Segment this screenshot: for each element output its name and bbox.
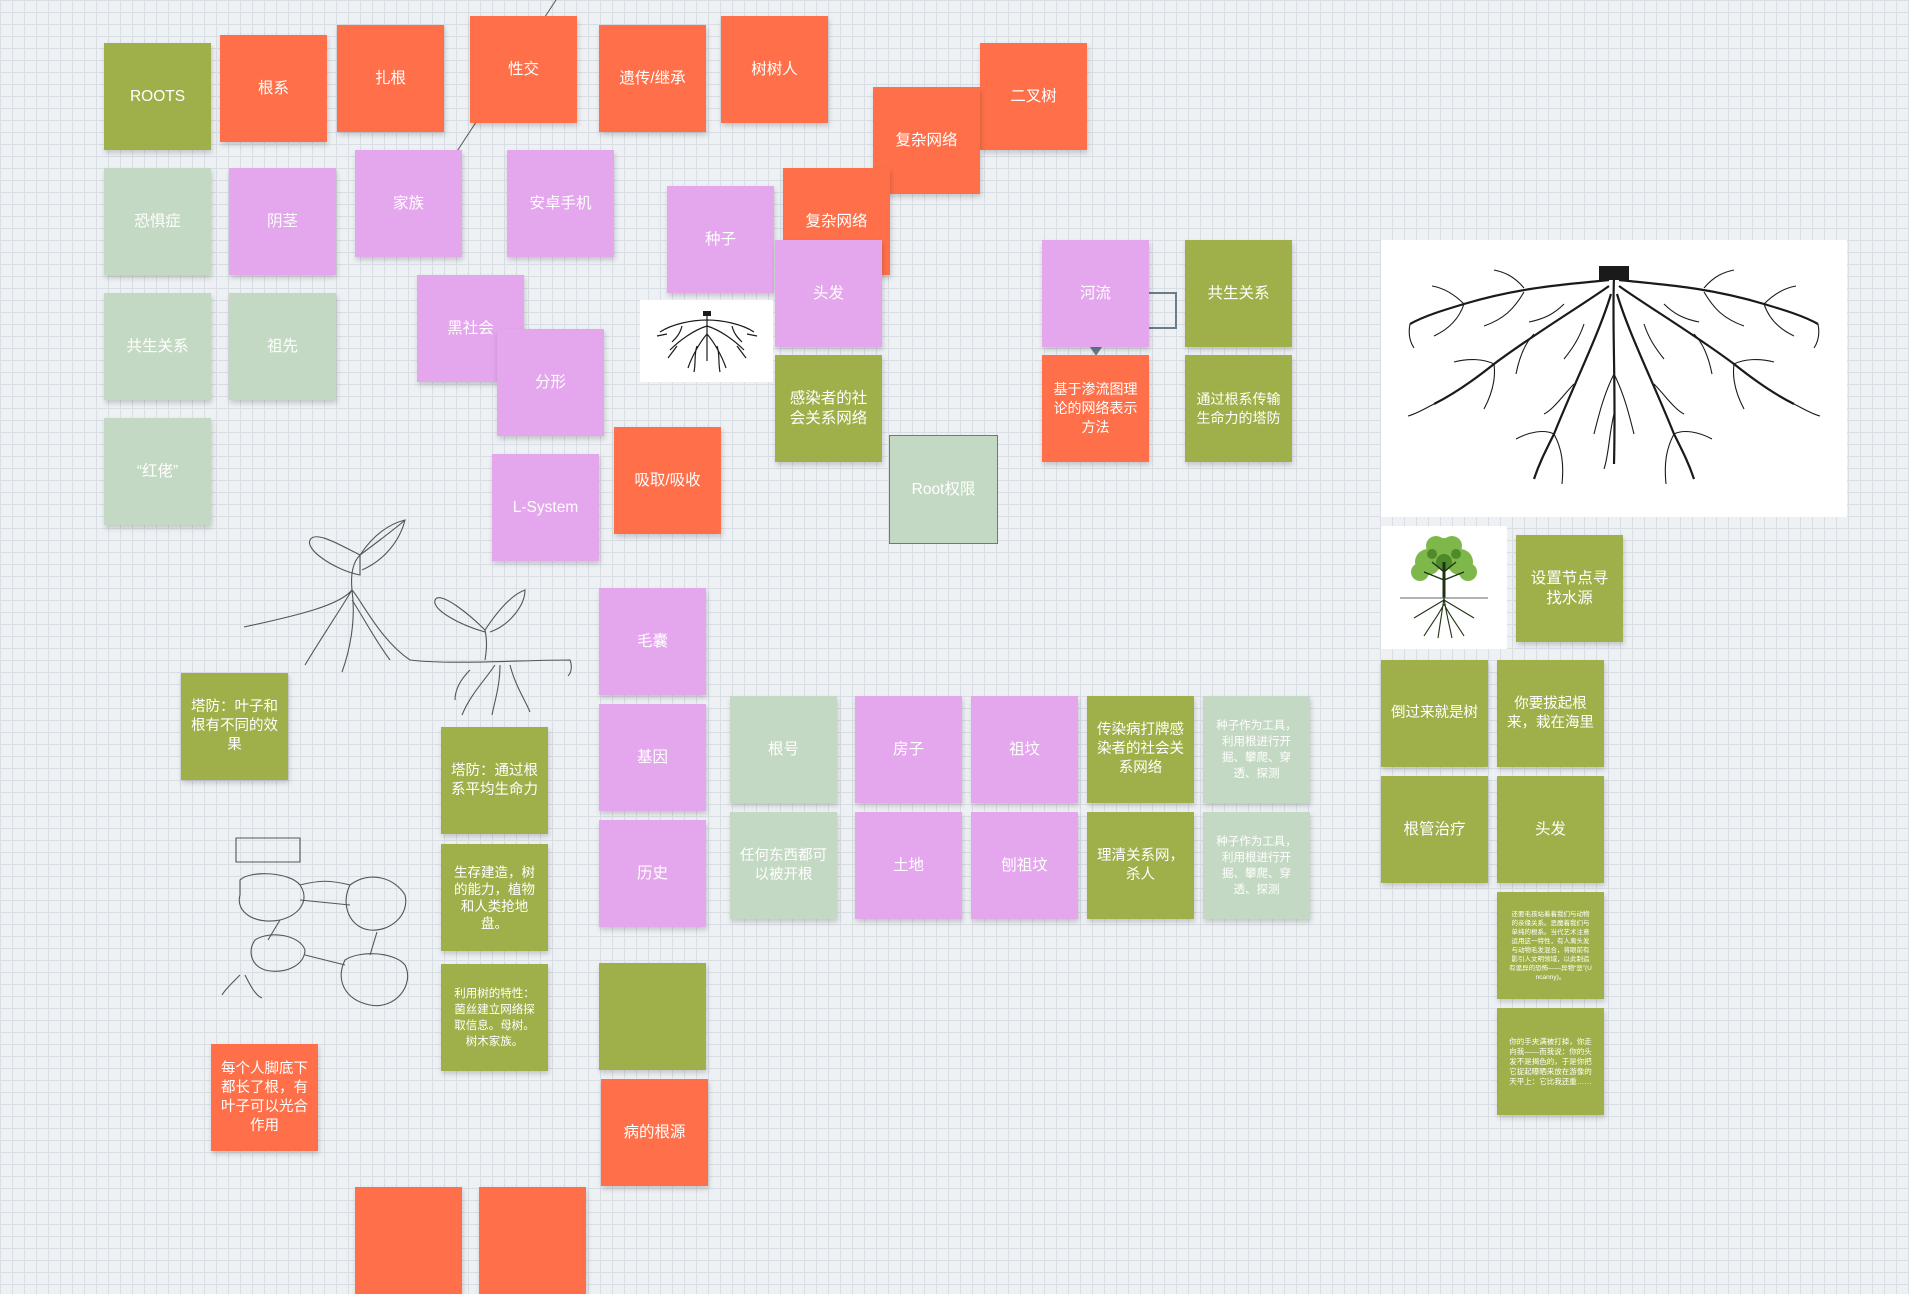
- note-android-phone[interactable]: 安卓手机: [507, 150, 614, 257]
- note-red-guy[interactable]: “红佬”: [104, 418, 211, 525]
- note-survival-building[interactable]: 生存建造，树的能力，植物和人类抢地盘。: [441, 844, 548, 951]
- note-set-nodes-find-water[interactable]: 设置节点寻找水源: [1516, 535, 1623, 642]
- note-long-text-1[interactable]: 还要毛孩站着着我们与动物的亲缘关系。恶魔着我们与单纯的根系。当代艺术注意运用这一…: [1497, 892, 1604, 999]
- note-gene[interactable]: 基因: [599, 704, 706, 811]
- note-seed-tool-1[interactable]: 种子作为工具，利用根进行开掘、攀爬、穿透、探测: [1203, 696, 1310, 803]
- note-upside-down-tree[interactable]: 倒过来就是树: [1381, 660, 1488, 767]
- note-tree-man[interactable]: 树树人: [721, 16, 828, 123]
- note-symbiosis-2[interactable]: 共生关系: [1185, 240, 1292, 347]
- note-ancestral-grave[interactable]: 祖坟: [971, 696, 1078, 803]
- note-house[interactable]: 房子: [855, 696, 962, 803]
- note-complex-network-1[interactable]: 复杂网络: [873, 87, 980, 194]
- note-tower-defense-average[interactable]: 塔防：通过根系平均生命力: [441, 727, 548, 834]
- note-take-root[interactable]: 扎根: [337, 25, 444, 132]
- note-partial-2[interactable]: [479, 1187, 586, 1294]
- note-history[interactable]: 历史: [599, 820, 706, 927]
- note-square-root[interactable]: 根号: [730, 696, 837, 803]
- note-everyone-rooted[interactable]: 每个人脚底下都长了根，有叶子可以光合作用: [211, 1044, 318, 1151]
- roots-icon: [656, 311, 757, 373]
- image-tree[interactable]: [1381, 526, 1507, 649]
- note-sex[interactable]: 性交: [470, 16, 577, 123]
- tree-icon: [1400, 535, 1488, 638]
- note-binary-tree[interactable]: 二叉树: [980, 43, 1087, 150]
- note-ancestor[interactable]: 祖先: [229, 293, 336, 400]
- note-percolation-graph[interactable]: 基于渗流图理论的网络表示方法: [1042, 355, 1149, 462]
- note-root-canal[interactable]: 根管治疗: [1381, 776, 1488, 883]
- note-hair-1[interactable]: 头发: [775, 240, 882, 347]
- note-infected-social-network[interactable]: 感染者的社会关系网络: [775, 355, 882, 462]
- roots-icon: [1407, 265, 1821, 484]
- note-hair-follicle[interactable]: 毛囊: [599, 588, 706, 695]
- note-symbiosis-1[interactable]: 共生关系: [104, 293, 211, 400]
- note-seed-tool-2[interactable]: 种子作为工具，利用根进行开掘、攀爬、穿透、探测: [1203, 812, 1310, 919]
- sketch-network[interactable]: [221, 837, 409, 1007]
- note-fractal[interactable]: 分形: [497, 329, 604, 436]
- note-pull-roots-sea[interactable]: 你要拔起根来，栽在海里: [1497, 660, 1604, 767]
- note-penis[interactable]: 阴茎: [229, 168, 336, 275]
- note-family[interactable]: 家族: [355, 150, 462, 257]
- note-tree-traits[interactable]: 利用树的特性：菌丝建立网络探取信息。母树。树木家族。: [441, 964, 548, 1071]
- note-river[interactable]: 河流: [1042, 240, 1149, 347]
- note-root-permission[interactable]: Root权限: [889, 435, 998, 544]
- note-empty[interactable]: [599, 963, 706, 1070]
- note-partial-1[interactable]: [355, 1187, 462, 1294]
- note-epidemic-cards[interactable]: 传染病打牌感染者的社会关系网络: [1087, 696, 1194, 803]
- image-small-roots[interactable]: [640, 300, 773, 382]
- note-l-system[interactable]: L-System: [492, 454, 599, 561]
- note-absorb[interactable]: 吸取/吸收: [614, 427, 721, 534]
- note-roots[interactable]: ROOTS: [104, 43, 211, 150]
- note-root-tower-defense[interactable]: 通过根系传输生命力的塔防: [1185, 355, 1292, 462]
- note-root-system[interactable]: 根系: [220, 35, 327, 142]
- note-root-of-disease[interactable]: 病的根源: [601, 1079, 708, 1186]
- note-long-text-2[interactable]: 你的手夹满被打掉，你走向我——而我说：你的头发不是揭色的，于是你把它捉起曝晒来放…: [1497, 1008, 1604, 1115]
- note-phobia[interactable]: 恐惧症: [104, 168, 211, 275]
- image-large-roots[interactable]: [1381, 240, 1847, 517]
- note-inheritance[interactable]: 遗传/继承: [599, 25, 706, 132]
- note-hair-2[interactable]: 头发: [1497, 776, 1604, 883]
- note-tower-defense-leaves[interactable]: 塔防：叶子和根有不同的效果: [181, 673, 288, 780]
- note-land[interactable]: 土地: [855, 812, 962, 919]
- note-clear-network-kill[interactable]: 理清关系网，杀人: [1087, 812, 1194, 919]
- note-seed[interactable]: 种子: [667, 186, 774, 293]
- note-anything-rooted[interactable]: 任何东西都可以被开根: [730, 812, 837, 919]
- note-dig-grave[interactable]: 刨祖坟: [971, 812, 1078, 919]
